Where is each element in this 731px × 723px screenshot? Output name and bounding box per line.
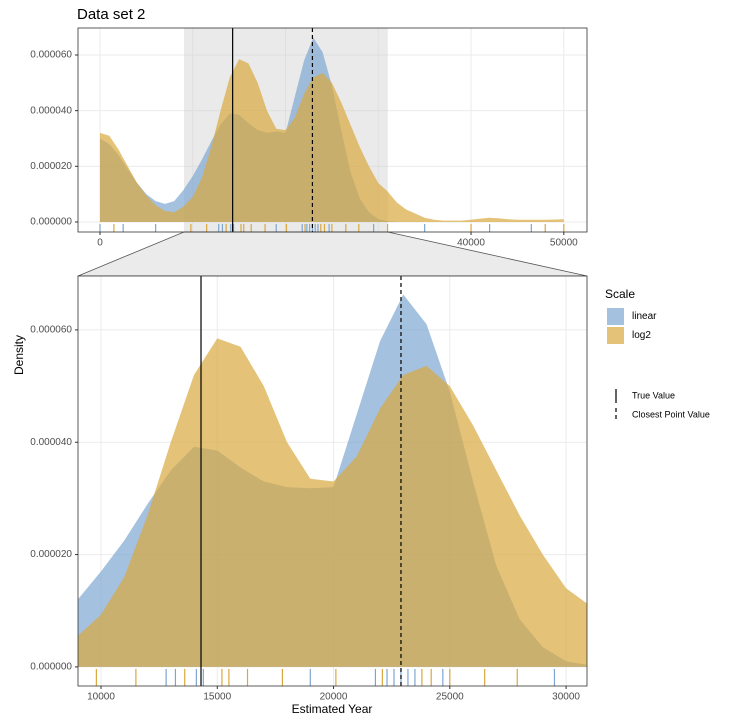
y-tick-label: 0.000040 [30, 437, 72, 448]
density-area [99, 59, 564, 222]
panel-border [77, 275, 588, 687]
plot-area [78, 276, 587, 686]
legend-label: linear [632, 311, 657, 322]
panel-border [77, 27, 588, 233]
legend-key [607, 308, 624, 325]
y-tick-label: 0.000000 [30, 217, 72, 228]
x-tick-label: 40000 [457, 238, 485, 249]
y-axis-label: Density [12, 335, 26, 375]
y-tick-label: 0.000060 [30, 50, 72, 61]
zoom-connector [77, 231, 588, 277]
legend-title: Scale [605, 287, 635, 301]
density-area [78, 338, 587, 667]
y-tick-label: 0.000020 [30, 549, 72, 560]
legend-label: Closest Point Value [632, 409, 710, 419]
y-tick-label: 0.000040 [30, 105, 72, 116]
x-tick-label: 15000 [203, 692, 231, 703]
y-tick-label: 0.000000 [30, 662, 72, 673]
chart-title: Data set 2 [77, 6, 145, 23]
x-tick-label: 0 [97, 238, 103, 249]
x-tick-label: 25000 [436, 692, 464, 703]
x-axis-label: Estimated Year [292, 702, 373, 716]
x-tick-label: 20000 [320, 692, 348, 703]
legend-key [607, 327, 624, 344]
y-tick-label: 0.000020 [30, 161, 72, 172]
y-tick-label: 0.000060 [30, 325, 72, 336]
x-tick-label: 50000 [550, 238, 578, 249]
legend-label: True Value [632, 390, 675, 400]
plot-area [78, 28, 587, 232]
legend-label: log2 [632, 330, 651, 341]
x-tick-label: 10000 [87, 692, 115, 703]
x-tick-label: 30000 [552, 692, 580, 703]
